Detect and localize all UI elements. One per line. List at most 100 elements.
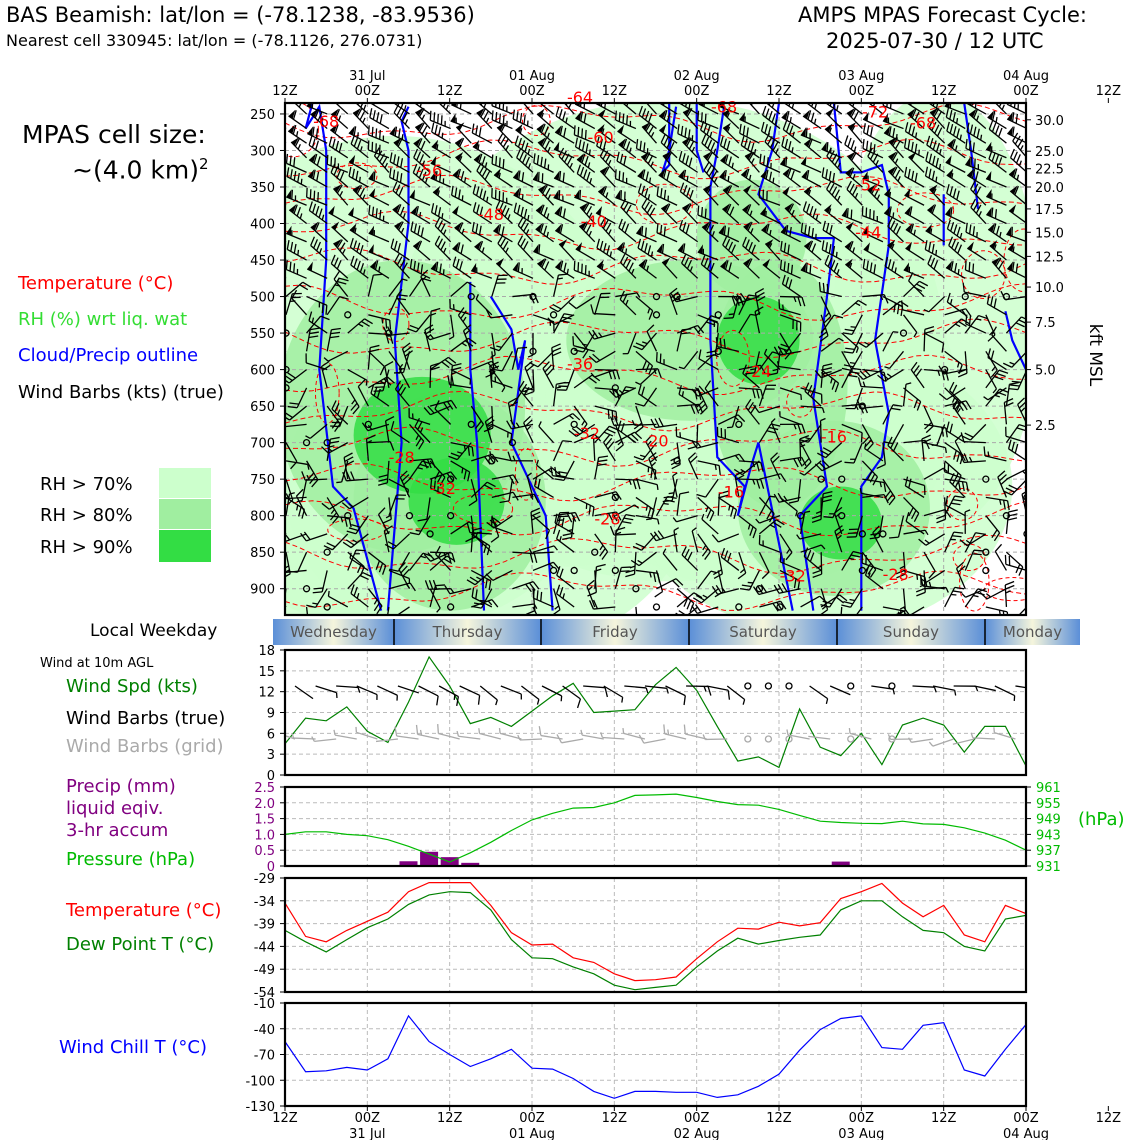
barb-full [356,242,361,253]
wind-barb [326,436,340,461]
wind-barb [415,107,431,129]
barb-full [478,225,482,236]
barb-full [367,125,370,135]
wind-barb [367,140,390,159]
barb-half [443,247,447,254]
barb-full [642,92,651,100]
temperature-label: -40 [581,212,607,231]
barb-full [293,243,297,254]
barb-full [329,335,340,339]
barb-full [339,171,345,181]
barb-half [528,548,533,554]
wind-barb [311,736,337,743]
wind-barb [330,254,349,279]
barb-full [479,165,485,175]
barb-half [568,415,574,420]
barb-full [489,346,500,352]
barb-half [462,316,467,323]
barb-staff [328,212,349,225]
barb-full [306,187,308,198]
wind-barb [459,685,481,705]
barb-full [597,459,608,463]
barb-full [396,494,406,496]
time-tick-top: 12Z [931,84,957,99]
barb-staff [536,128,555,144]
barb-full [747,94,756,102]
barb-staff [640,156,657,173]
wind-barb [641,122,657,144]
calm-circle [652,292,661,301]
barb-flag [394,220,403,230]
wind-barb [447,475,455,483]
barb-flag [745,92,755,102]
calm-circle [405,512,414,520]
barb-staff [574,103,596,115]
barb-full [351,168,355,179]
barb-full [641,185,646,196]
barb-full [611,492,618,502]
barb-full [398,221,404,231]
barb-full [495,103,497,108]
barb-half [593,436,599,440]
wind-barb [618,138,637,159]
barb-full [530,507,540,513]
barb-full [618,112,621,122]
barb-full [597,463,607,467]
barb-staff [306,268,328,279]
wind-barb [305,606,310,615]
barb-half [520,694,522,700]
barb-half [657,518,660,525]
barb-full [580,111,584,121]
wind-barb [579,202,596,224]
barb-full [378,478,388,482]
barb-full [366,434,376,440]
barb-full [440,223,446,233]
time-tick-top: 00Z [684,84,710,99]
barb-full [491,110,494,120]
barb-full [1005,580,1015,586]
barb-staff [779,295,803,298]
barb-full [305,353,307,363]
barb-full [293,204,298,214]
wind-barb [410,221,431,243]
barb-full [450,400,458,409]
barb-staff [616,248,637,261]
kft-tick-label: 2.5 [1035,419,1056,434]
wind-barb [637,384,657,407]
wind-barb [347,387,360,415]
wind-barb [617,420,637,444]
barb-full [584,129,587,140]
barb-full [547,317,555,326]
wind-barb [383,525,393,553]
barb-staff [388,350,403,370]
time-tick-top: 00Z [849,84,875,99]
wind-barb [342,471,369,482]
barb-full [437,207,442,217]
wind-barb [285,460,310,470]
barb-full [436,695,439,706]
barb-full [596,238,601,249]
barb-full [472,202,477,212]
barb-full [361,320,370,327]
barb-full [513,202,518,213]
time-tick-top: 12Z [602,84,628,99]
barb-flag [598,185,606,195]
wind-barb [341,496,369,510]
barb-full [435,261,439,272]
barb-full [460,310,467,319]
barb-full [638,105,643,116]
wind-barb [410,205,431,225]
wind-barb [300,531,328,542]
barb-half [436,144,439,150]
wind-barb [348,125,369,144]
wind-barb [291,289,308,316]
barb-half [337,409,341,415]
barb-full [588,355,597,363]
barb-half [362,269,366,275]
barb-full [344,456,354,462]
barb-full [492,368,503,372]
wind-barb [512,493,540,504]
wind-barb [599,166,616,188]
barb-full [370,344,380,349]
barb-full [491,188,493,198]
